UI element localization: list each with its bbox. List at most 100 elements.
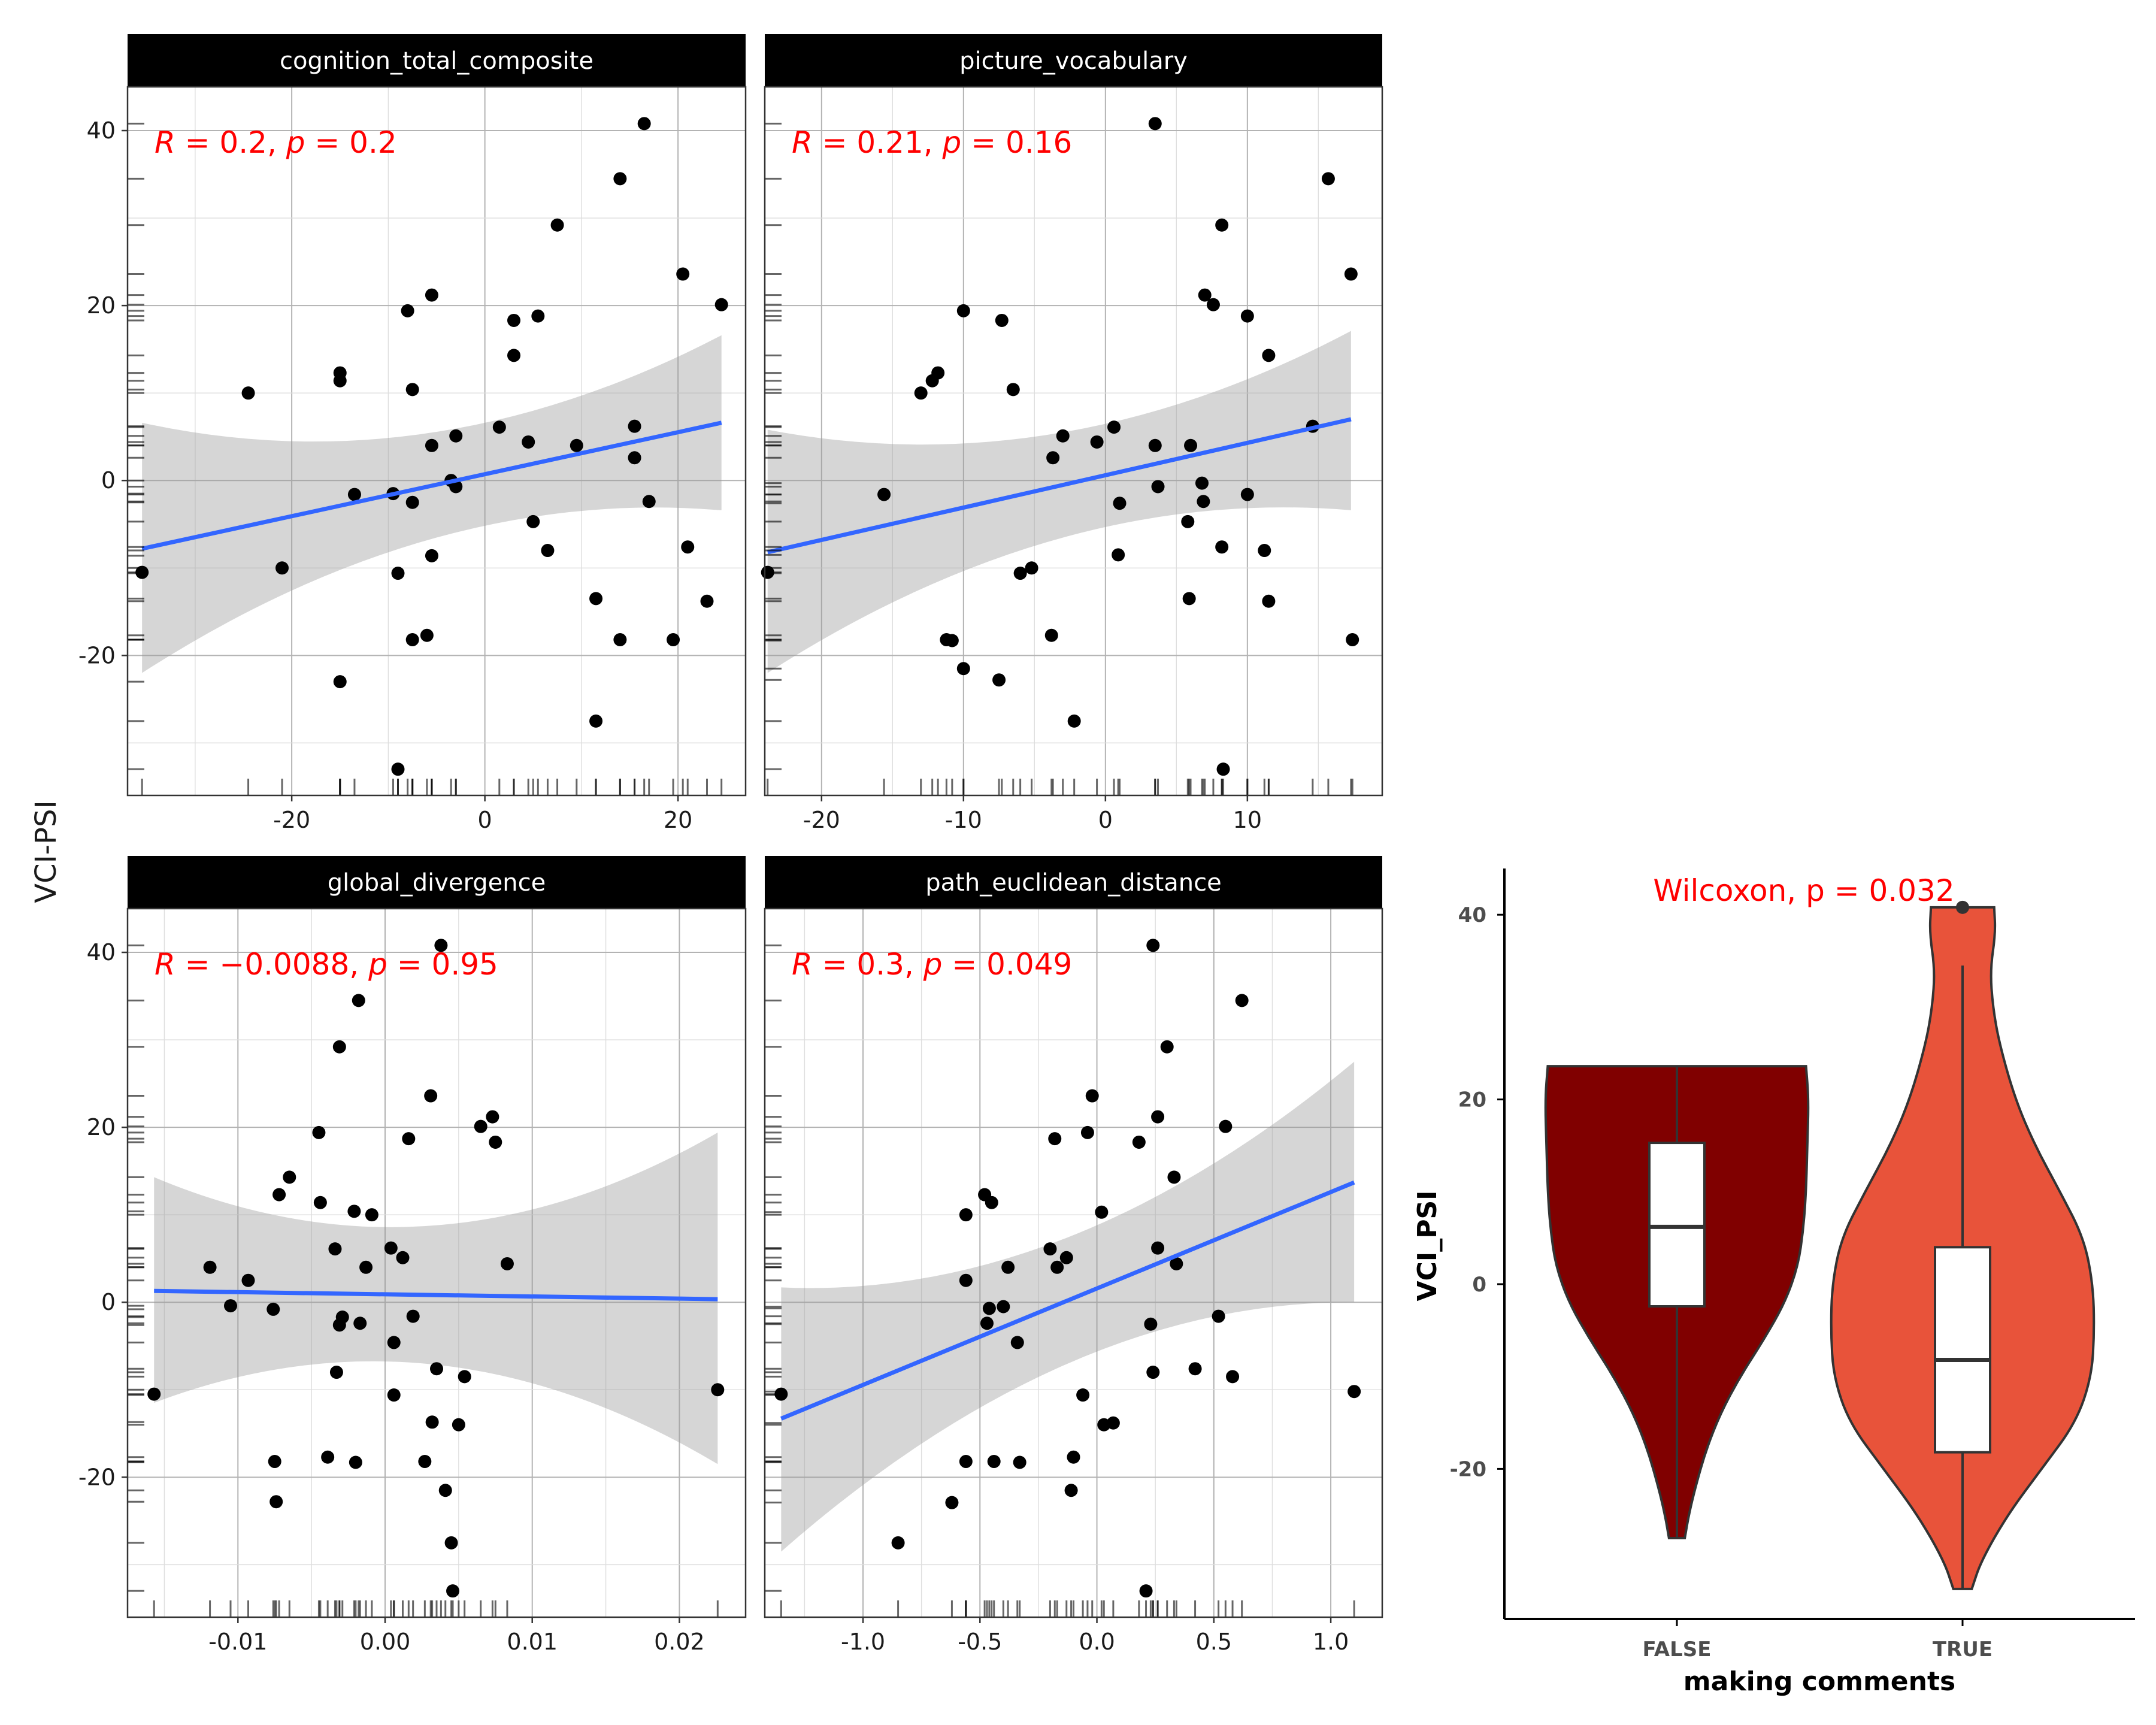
data-point (1025, 561, 1038, 575)
x-tick-label: -0.5 (958, 1629, 1002, 1655)
data-point (1106, 1416, 1120, 1430)
panel-border (126, 907, 747, 1618)
data-point (492, 420, 506, 434)
data-point (987, 1455, 1001, 1469)
data-point (1043, 1242, 1057, 1256)
data-point (203, 1260, 217, 1274)
data-point (347, 488, 361, 501)
data-point (1146, 1366, 1160, 1379)
data-point (613, 172, 627, 186)
data-point (1090, 435, 1104, 449)
data-point (1112, 548, 1125, 562)
data-point (333, 675, 347, 689)
data-point (1216, 762, 1230, 776)
data-point (945, 634, 959, 647)
x-tick-label: -0.01 (208, 1629, 267, 1655)
x-tick-label: -1.0 (841, 1629, 885, 1655)
data-point (980, 1317, 994, 1330)
y-tick-label: -20 (78, 642, 116, 668)
correlation-annotation: R = 0.21, p = 0.16 (792, 125, 1072, 160)
data-point (1348, 1385, 1361, 1399)
y-tick-label: 0 (101, 467, 116, 494)
data-point (406, 1309, 420, 1323)
confidence-band (154, 1132, 718, 1464)
data-point (1139, 1584, 1153, 1598)
x-tick-label: 20 (664, 807, 692, 833)
rug-marks (128, 122, 723, 795)
x-tick-label: -20 (803, 807, 840, 833)
x-tick-label: 0.0 (1079, 1629, 1115, 1655)
data-point (1219, 1119, 1233, 1133)
data-point (1076, 1388, 1090, 1402)
data-point (359, 1260, 373, 1274)
data-point (335, 1311, 349, 1324)
data-point (474, 1119, 487, 1133)
p-symbol: p (923, 947, 943, 982)
data-point (676, 267, 690, 281)
data-point (1146, 939, 1160, 952)
p-value: = 0.95 (387, 947, 498, 982)
data-point (387, 1336, 401, 1349)
data-point (434, 939, 448, 952)
data-point (418, 1455, 432, 1469)
data-point (541, 544, 555, 558)
data-point (959, 1273, 973, 1287)
panel-border (764, 907, 1383, 1618)
data-point (1206, 298, 1220, 311)
data-point (628, 451, 641, 465)
data-point (1013, 567, 1027, 580)
violin-x-tick-label: TRUE (1933, 1638, 1993, 1662)
box (1648, 1142, 1706, 1308)
data-point (328, 1242, 342, 1256)
r-symbol: R (155, 947, 175, 982)
data-point (1262, 594, 1276, 608)
data-point (405, 495, 419, 509)
x-tick-label: 10 (1233, 807, 1262, 833)
data-point (985, 1196, 998, 1209)
regression-line (767, 417, 1352, 555)
data-point (349, 1455, 362, 1469)
data-points (135, 117, 728, 776)
data-point (1195, 476, 1209, 490)
data-point (522, 435, 535, 449)
data-point (333, 374, 347, 388)
data-point (446, 1584, 460, 1598)
data-point (313, 1196, 327, 1209)
r-symbol: R (792, 125, 813, 160)
data-point (424, 1089, 438, 1103)
data-point (891, 1536, 905, 1550)
grid-lines (765, 87, 1382, 795)
wilcoxon-annotation: Wilcoxon, p = 0.032 (1653, 873, 1954, 908)
data-point (628, 419, 641, 433)
data-point (1080, 1125, 1094, 1139)
data-points (147, 939, 725, 1598)
y-tick-label: 20 (87, 1114, 116, 1140)
x-tick-label: 0.02 (654, 1629, 705, 1655)
data-point (642, 495, 656, 509)
data-point (1113, 497, 1127, 510)
violin-y-axis-label: VCI_PSI (1412, 1190, 1443, 1301)
data-point (402, 1132, 416, 1146)
data-point (1181, 515, 1195, 528)
data-point (700, 594, 714, 608)
violin-true (1830, 900, 2096, 1590)
data-point (956, 304, 970, 317)
data-point (147, 1387, 161, 1401)
correlation-annotation: R = 0.2, p = 0.2 (155, 125, 397, 160)
data-point (997, 1300, 1010, 1314)
panel-border (764, 86, 1383, 797)
facet-strip (765, 856, 1382, 909)
violin-false (1544, 1065, 1810, 1540)
data-point (507, 313, 520, 327)
data-point (550, 218, 564, 232)
r-symbol: R (155, 125, 175, 160)
data-point (1144, 1317, 1158, 1331)
facet-title: path_euclidean_distance (925, 869, 1221, 897)
data-point (1262, 349, 1276, 362)
data-point (526, 515, 540, 528)
data-point (405, 633, 419, 647)
data-point (613, 633, 627, 647)
data-point (329, 1366, 343, 1379)
data-point (1148, 438, 1162, 452)
data-point (1160, 1040, 1174, 1054)
